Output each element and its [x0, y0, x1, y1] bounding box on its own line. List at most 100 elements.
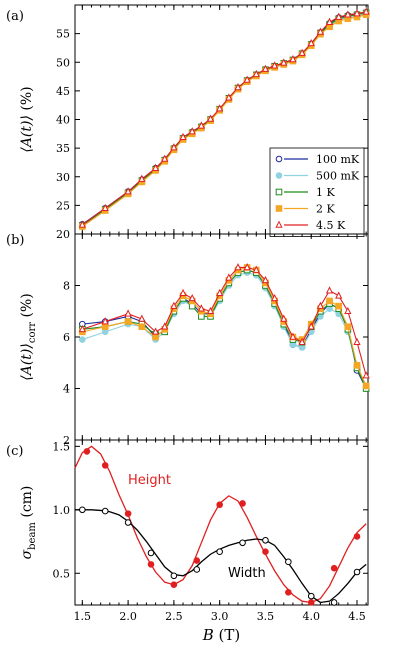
data-point: [353, 9, 361, 17]
data-point: [335, 302, 342, 310]
panel-label: (a): [6, 9, 24, 24]
series-0: [74, 445, 367, 606]
panel-c: 0.5 1.0 1.5 (c) σbeam (cm) Height Width 1.5 2.0 2…: [6, 439, 369, 623]
data-point: [261, 64, 270, 72]
data-point: [335, 12, 343, 20]
data-point: [344, 323, 352, 330]
x-axis-label-unit: (T): [214, 626, 240, 644]
data-point: [216, 288, 224, 297]
data-point: [239, 500, 246, 507]
x-tick-label: 3.0: [211, 610, 229, 623]
data-point: [138, 314, 146, 322]
y-axis-label-unit: (cm): [19, 486, 35, 523]
y-tick-label: 2: [63, 434, 70, 447]
data-point: [216, 548, 223, 555]
data-point: [298, 337, 306, 345]
data-point: [234, 83, 242, 91]
x-tick-label: 2.5: [165, 610, 183, 623]
data-point: [362, 7, 370, 15]
data-point: [307, 592, 315, 600]
data-point: [170, 301, 178, 309]
data-point: [239, 539, 246, 547]
data-point: [289, 332, 297, 340]
y-tick-label: 1.5: [53, 440, 71, 453]
x-tick-label: 1.5: [74, 610, 92, 623]
data-point: [161, 322, 169, 330]
data-point: [188, 127, 196, 135]
y-axis-label-sub: beam: [27, 522, 38, 550]
data-point: [362, 371, 370, 379]
data-point: [325, 17, 334, 25]
x-tick-label: 4.5: [348, 610, 366, 623]
data-point: [206, 114, 215, 122]
data-point: [147, 561, 155, 568]
panel-label: (b): [6, 233, 24, 248]
legend-marker: [275, 205, 283, 212]
width-label: Width: [228, 566, 266, 581]
series-line: [74, 445, 367, 604]
plot-frame: [74, 233, 369, 441]
data-point: [170, 581, 178, 588]
x-tick-label: 4.0: [302, 610, 320, 623]
series-4: [78, 263, 370, 379]
y-tick-label: 40: [56, 114, 70, 127]
data-point: [179, 132, 187, 141]
legend-marker: [275, 155, 283, 163]
data-point: [353, 533, 361, 540]
y-axis-label-sub: corr: [27, 322, 38, 343]
series-line: [82, 272, 367, 387]
data-point: [216, 501, 223, 509]
data-point: [101, 507, 109, 515]
data-point: [353, 337, 361, 345]
data-point: [262, 548, 269, 555]
y-tick-label: 50: [56, 56, 70, 69]
series-4: [78, 7, 370, 228]
data-point: [101, 323, 109, 330]
y-tick-label: 45: [56, 85, 70, 98]
data-point: [179, 288, 187, 297]
legend-marker: [275, 220, 283, 228]
series-line: [82, 11, 367, 226]
data-point: [216, 104, 224, 112]
height-label: Height: [128, 473, 171, 488]
data-point: [353, 568, 361, 576]
data-point: [124, 510, 132, 517]
x-tick-label: 3.5: [257, 610, 275, 623]
data-point: [325, 286, 334, 294]
data-point: [138, 323, 146, 330]
data-point: [124, 309, 132, 317]
series-1: [75, 506, 367, 606]
y-tick-label: 55: [56, 28, 70, 41]
panel-b: 2 4 6 8 (b) ⟨A(t)⟩corr (%): [6, 233, 370, 447]
data-point: [161, 154, 169, 162]
series-line: [82, 266, 367, 376]
data-point: [101, 462, 109, 469]
y-axis-label-main: ⟨A(t)⟩: [19, 343, 35, 381]
data-point: [289, 54, 297, 63]
data-point: [78, 324, 86, 333]
panel-label: (c): [6, 444, 23, 459]
series-3: [79, 264, 370, 390]
data-point: [353, 362, 361, 369]
y-axis-label: σbeam (cm): [19, 486, 38, 560]
data-point: [316, 27, 324, 35]
data-point: [188, 293, 196, 302]
data-point: [335, 291, 343, 299]
data-point: [234, 263, 242, 271]
legend-marker: [275, 188, 283, 196]
data-point: [124, 318, 132, 325]
data-point: [124, 187, 132, 195]
data-point: [83, 448, 91, 455]
data-point: [243, 263, 251, 271]
panel-a: 20 25 30 35 40 45 50 55 (a) ⟨A(t)⟩ (%) 100 mK 500 m…: [6, 4, 370, 241]
data-point: [170, 572, 178, 580]
data-point: [326, 297, 333, 305]
y-tick-label: 25: [56, 199, 70, 212]
data-point: [79, 506, 86, 514]
legend-marker: [275, 172, 283, 179]
legend: 100 mK 500 mK 1 K 2 K 4.5 K: [269, 147, 365, 237]
data-point: [330, 564, 338, 572]
data-point: [147, 549, 155, 557]
legend-label: 2 K: [316, 203, 335, 216]
